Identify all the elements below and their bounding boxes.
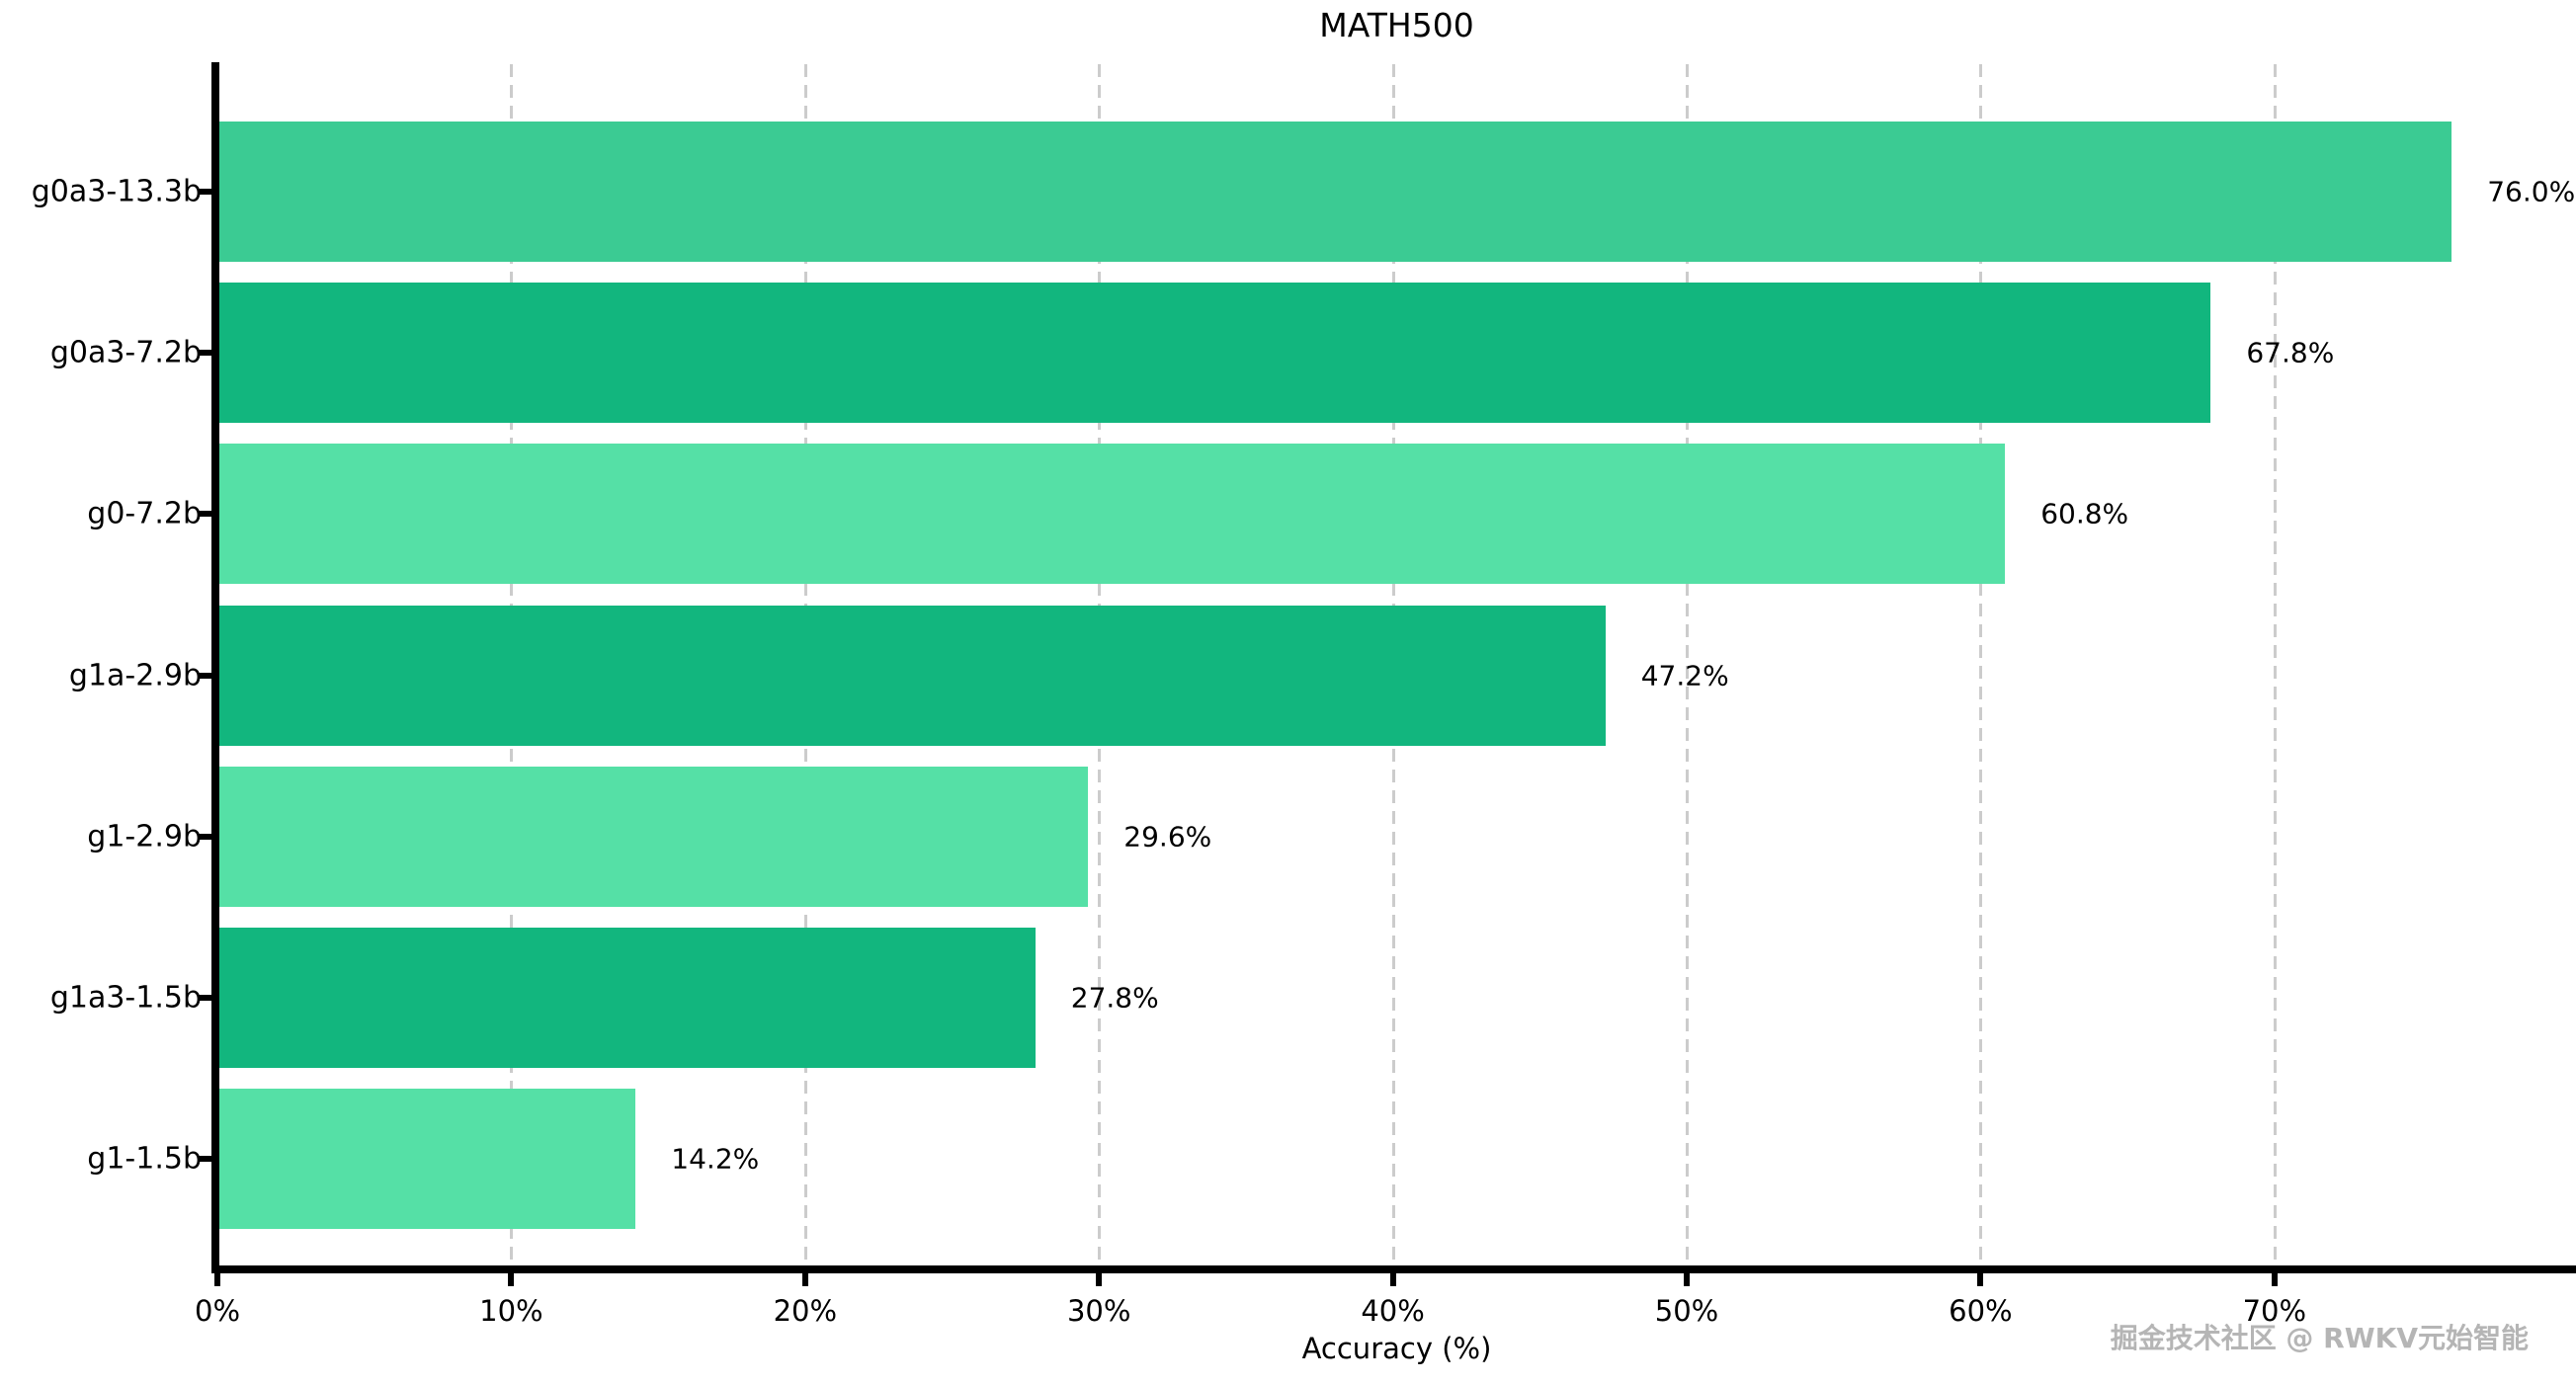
x-axis-spine xyxy=(211,1265,2576,1273)
bar-value-label-g0a3-7.2b: 67.8% xyxy=(2246,336,2335,369)
y-tick-g1a-2.9b xyxy=(199,672,211,679)
watermark-text: 掘金技术社区 @ RWKV元始智能 xyxy=(2110,1322,2529,1354)
gridline-50% xyxy=(1686,64,1689,1265)
y-tick-g1-2.9b xyxy=(199,833,211,840)
bar-g0-7.2b xyxy=(218,444,2006,585)
y-tick-g0a3-7.2b xyxy=(199,350,211,357)
y-category-label-g0a3-7.2b: g0a3-7.2b xyxy=(49,335,202,370)
x-tick-label-60%: 60% xyxy=(1949,1294,2013,1328)
y-category-label-g1-2.9b: g1-2.9b xyxy=(87,819,202,855)
gridline-70% xyxy=(2273,64,2277,1265)
x-tick-label-50%: 50% xyxy=(1654,1294,1719,1328)
bar-g0a3-13.3b xyxy=(218,122,2452,262)
bar-value-label-g0-7.2b: 60.8% xyxy=(2040,497,2129,530)
x-tick-30% xyxy=(1096,1273,1103,1286)
bar-g0a3-7.2b xyxy=(218,283,2211,424)
x-tick-20% xyxy=(801,1273,808,1286)
y-category-label-g1a3-1.5b: g1a3-1.5b xyxy=(49,980,202,1016)
y-tick-g0-7.2b xyxy=(199,511,211,518)
y-category-label-g1-1.5b: g1-1.5b xyxy=(87,1141,202,1177)
x-tick-label-30%: 30% xyxy=(1066,1294,1131,1328)
x-tick-10% xyxy=(508,1273,515,1286)
y-tick-g1-1.5b xyxy=(199,1156,211,1163)
y-category-label-g0a3-13.3b: g0a3-13.3b xyxy=(31,174,202,209)
y-category-label-g0-7.2b: g0-7.2b xyxy=(87,496,202,531)
chart-title: MATH500 xyxy=(1319,6,1474,44)
x-tick-40% xyxy=(1389,1273,1396,1286)
x-tick-70% xyxy=(2271,1273,2278,1286)
y-tick-g0a3-13.3b xyxy=(199,189,211,195)
x-tick-0% xyxy=(214,1273,220,1286)
x-tick-label-40%: 40% xyxy=(1361,1294,1425,1328)
bar-g1a-2.9b xyxy=(218,605,1606,746)
x-tick-60% xyxy=(1977,1273,1984,1286)
bar-value-label-g1-1.5b: 14.2% xyxy=(671,1142,760,1176)
x-axis-label: Accuracy (%) xyxy=(1301,1332,1492,1365)
bar-g1a3-1.5b xyxy=(218,927,1036,1068)
y-category-label-g1a-2.9b: g1a-2.9b xyxy=(68,658,202,692)
gridline-60% xyxy=(1979,64,1983,1265)
bar-g1-2.9b xyxy=(218,766,1089,907)
bar-g1-1.5b xyxy=(218,1089,636,1230)
x-tick-label-70%: 70% xyxy=(2242,1294,2307,1328)
bar-value-label-g1-2.9b: 29.6% xyxy=(1123,820,1212,854)
bar-value-label-g0a3-13.3b: 76.0% xyxy=(2487,175,2576,208)
bar-value-label-g1a-2.9b: 47.2% xyxy=(1640,659,1729,692)
y-tick-g1a3-1.5b xyxy=(199,994,211,1001)
x-tick-label-20%: 20% xyxy=(773,1294,838,1328)
x-tick-label-10%: 10% xyxy=(479,1294,543,1328)
x-tick-label-0%: 0% xyxy=(194,1294,241,1328)
bar-value-label-g1a3-1.5b: 27.8% xyxy=(1070,981,1159,1015)
x-tick-50% xyxy=(1684,1273,1690,1286)
y-axis-spine xyxy=(211,62,219,1273)
